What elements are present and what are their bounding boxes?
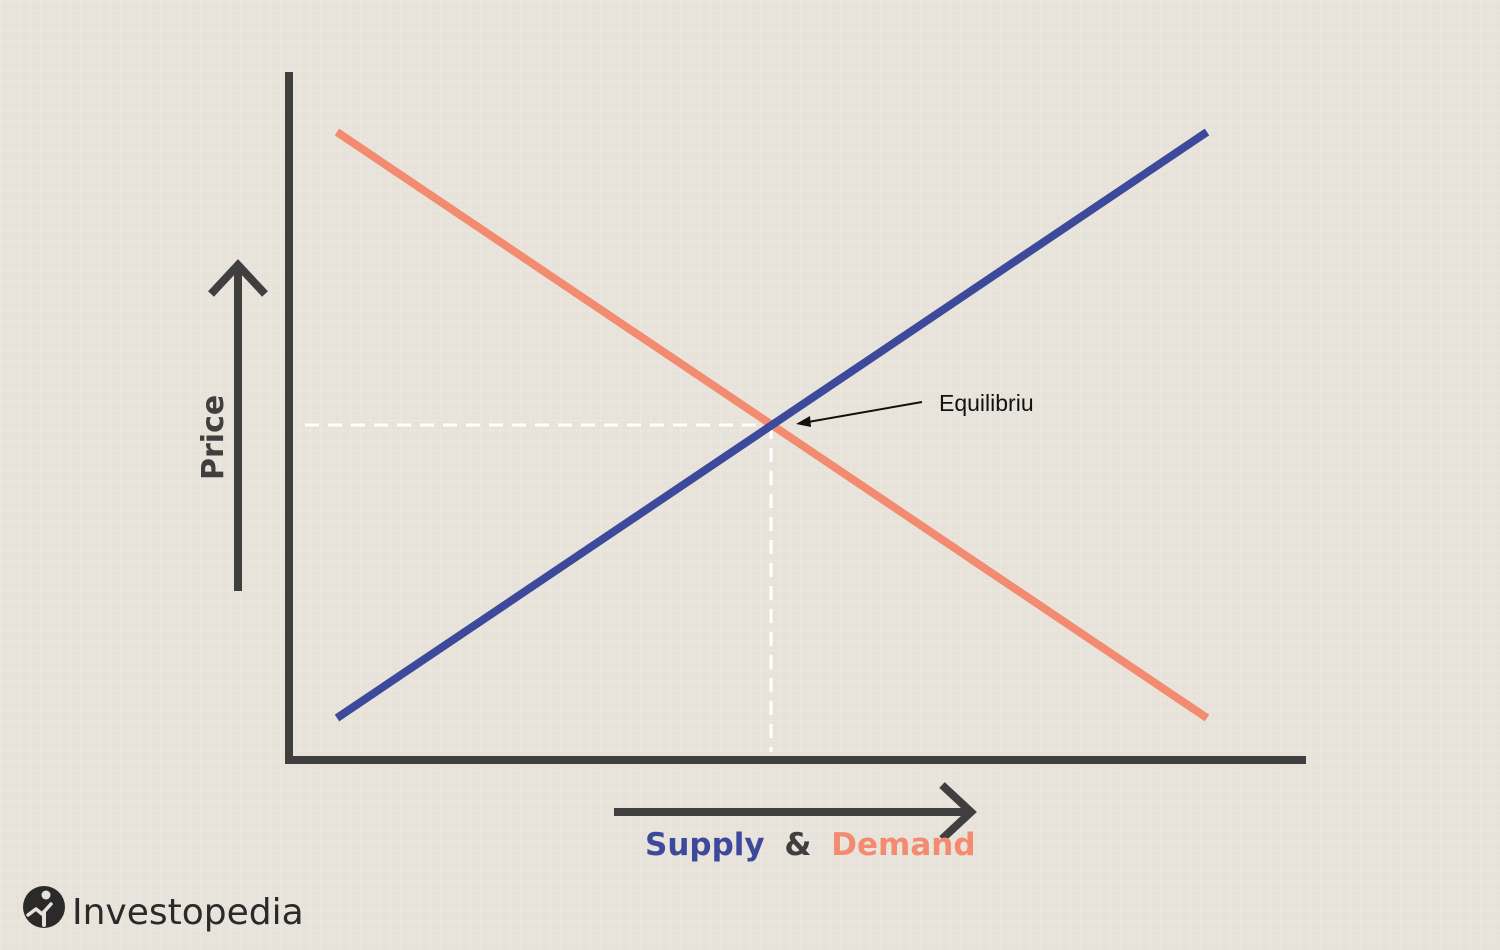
equilibrium-label: Equilibriu [939,390,1034,416]
investopedia-logo: Investopedia [23,886,304,933]
supply-curve [334,128,1210,722]
supply-word: Supply [645,827,765,863]
equilibrium-pointer-arrowhead [796,416,811,427]
x-axis-label: Supply & Demand [645,827,976,863]
ampersand: & [784,827,811,863]
equilibrium-pointer-line [807,401,923,423]
price-arrow-head [208,259,268,297]
logo-text: Investopedia [72,892,304,933]
demand-word: Demand [831,827,975,863]
investopedia-i-icon [23,886,65,928]
quantity-arrow-head [939,782,977,842]
price-label: Price [196,395,231,480]
